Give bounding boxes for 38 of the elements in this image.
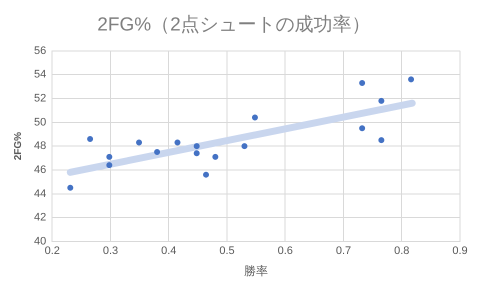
chart-title: 2FG%（2点シュートの成功率） <box>97 14 371 36</box>
x-axis-title: 勝率 <box>244 264 268 278</box>
point <box>174 140 180 146</box>
y-tick-label: 48 <box>34 140 46 152</box>
point <box>359 125 366 132</box>
point <box>106 162 112 168</box>
x-tick-label: 0.8 <box>394 245 410 258</box>
point <box>194 143 200 150</box>
point <box>194 150 200 156</box>
y-tick-label: 56 <box>34 44 46 57</box>
point <box>378 98 384 104</box>
y-axis-title: 2FG% <box>12 132 24 160</box>
y-tick-label: 54 <box>34 68 46 81</box>
point <box>87 136 94 142</box>
point <box>252 114 258 121</box>
y-tick-label: 50 <box>34 116 46 128</box>
point <box>106 154 112 160</box>
point <box>136 140 142 146</box>
x-tick-label: 0.5 <box>219 245 235 258</box>
y-tick-label: 46 <box>34 164 46 176</box>
x-tick-label: 0.4 <box>161 245 176 258</box>
point <box>241 143 248 150</box>
x-tick-label: 0.9 <box>452 245 468 258</box>
y-tick-label: 44 <box>34 188 46 200</box>
point <box>203 172 210 178</box>
point <box>408 76 414 82</box>
x-tick-label: 0.7 <box>336 245 352 258</box>
y-tick-label: 40 <box>34 235 46 248</box>
point <box>212 154 218 160</box>
x-tick-label: 0.6 <box>278 245 293 258</box>
point <box>359 80 366 86</box>
y-tick-label: 52 <box>34 92 46 104</box>
point <box>378 137 384 144</box>
x-tick-label: 0.3 <box>102 245 118 258</box>
point <box>67 184 74 191</box>
point <box>154 149 160 156</box>
x-tick-label: 0.2 <box>44 245 60 258</box>
y-tick-label: 42 <box>34 212 46 224</box>
